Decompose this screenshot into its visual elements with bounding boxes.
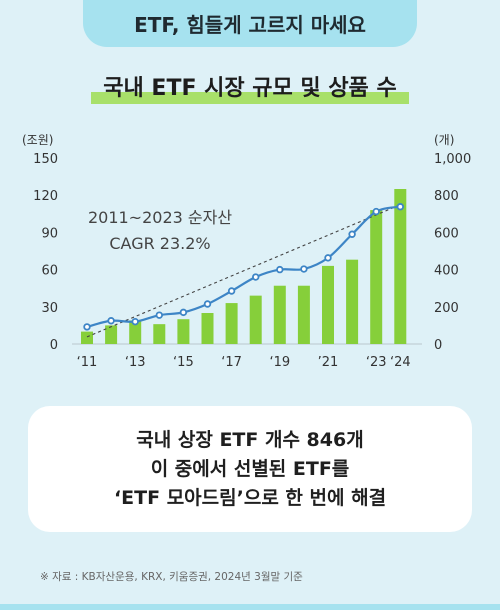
x-tick-label: ‘17: [221, 355, 242, 370]
left-axis-unit: (조원): [22, 133, 53, 147]
header-pill-text: ETF, 힘들게 고르지 마세요: [134, 13, 366, 37]
line-point: [276, 265, 284, 274]
info-line1: 국내 상장 ETF 개수 846개: [136, 428, 364, 451]
left-tick-label: 150: [33, 152, 58, 167]
info-box: 국내 상장 ETF 개수 846개 이 중에서 선별된 ETF를 ‘ETF 모아…: [28, 406, 472, 532]
bar: [201, 313, 214, 344]
x-tick-label: ‘24: [390, 355, 411, 370]
bar: [129, 320, 142, 344]
left-tick-label: 0: [50, 338, 58, 353]
left-tick-label: 30: [41, 301, 58, 316]
chart-title: 국내 ETF 시장 규모 및 상품 수: [103, 76, 397, 101]
line-point: [203, 300, 212, 308]
bar: [153, 324, 166, 344]
bar: [394, 189, 407, 344]
chart-title-wrap: 국내 ETF 시장 규모 및 상품 수: [0, 70, 500, 104]
info-line3: ‘ETF 모아드림’으로 한 번에 해결: [113, 486, 387, 509]
x-tick-label: ’21: [318, 355, 339, 370]
right-tick-label: 600: [434, 226, 459, 241]
line-point: [348, 230, 356, 238]
combo-chart: (조원) (개) 0 30 60 90 120 150 0 200 400 600 800 1,00…: [22, 133, 471, 370]
bar: [370, 210, 383, 344]
line-point: [396, 203, 404, 211]
line-point: [155, 311, 163, 319]
left-tick-label: 120: [33, 189, 58, 204]
bar: [273, 285, 286, 344]
bar: [225, 303, 238, 344]
line-point: [251, 273, 260, 281]
x-tick-label: ‘19: [269, 355, 290, 370]
x-tick-label: ‘23: [366, 355, 387, 370]
source-note: ※ 자료 : KB자산운용, KRX, 키움증권, 2024년 3월말 기준: [40, 571, 303, 583]
x-tick-label: ‘13: [125, 355, 146, 370]
right-tick-label: 200: [434, 301, 459, 316]
bar: [81, 331, 93, 344]
bottom-bar: [0, 604, 500, 610]
info-line2: 이 중에서 선별된 ETF를: [150, 457, 350, 480]
right-tick-label: 0: [434, 338, 442, 353]
annotation-line1: 2011~2023 순자산: [88, 208, 232, 227]
bar: [346, 259, 359, 344]
left-tick-label: 90: [41, 226, 58, 241]
bar: [297, 285, 310, 344]
header-pill: ETF, 힘들게 고르지 마세요: [83, 0, 417, 47]
line-point: [372, 207, 380, 216]
right-tick-label: 400: [434, 264, 459, 279]
bar: [177, 319, 190, 344]
right-axis-unit: (개): [434, 133, 454, 147]
line-point: [324, 254, 332, 262]
bar: [105, 325, 118, 344]
bar: [322, 265, 334, 344]
line-point: [107, 317, 115, 325]
right-tick-label: 1,000: [434, 152, 471, 167]
chart-title-highlight: 국내 ETF 시장 규모 및 상품 수: [91, 70, 410, 104]
trend-line: [86, 204, 401, 338]
bar: [249, 295, 262, 344]
left-tick-label: 60: [41, 264, 58, 279]
line-point: [179, 308, 188, 317]
annotation-line2: CAGR 23.2%: [109, 234, 210, 253]
right-tick-label: 800: [434, 189, 459, 204]
line-point: [131, 317, 139, 326]
x-tick-label: ‘11: [77, 355, 98, 370]
x-tick-label: ‘15: [173, 355, 194, 370]
line-point: [300, 265, 308, 273]
line-point: [83, 323, 91, 331]
line-point: [227, 287, 236, 295]
